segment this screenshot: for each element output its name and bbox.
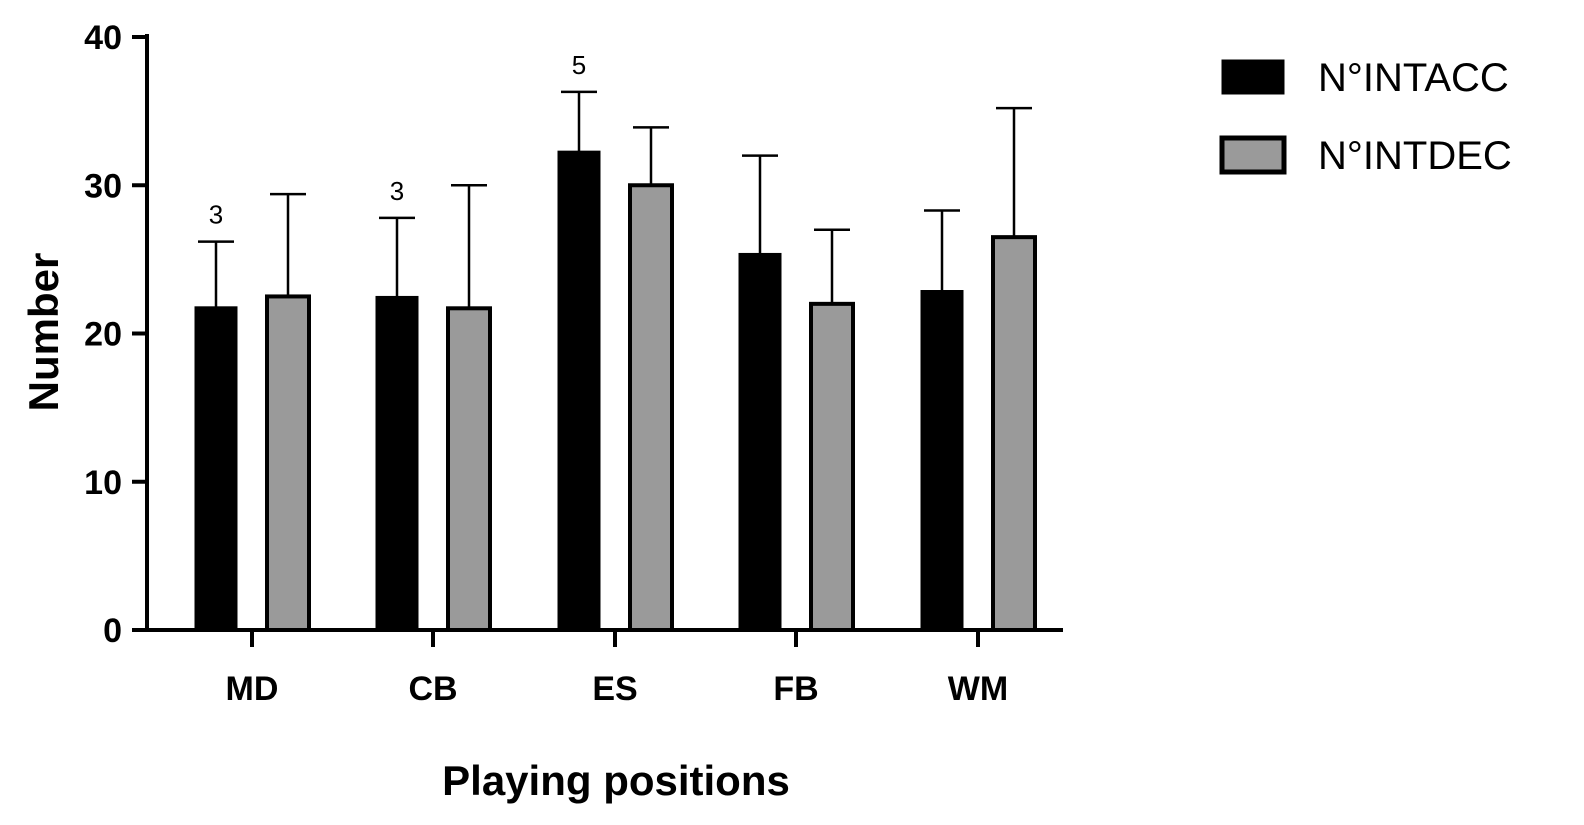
annotation-md: 3 — [209, 200, 223, 230]
bar-md-series-2 — [265, 294, 311, 632]
y-axis-title: Number — [20, 253, 67, 412]
legend-label-series-2: N°INTDEC — [1318, 134, 1512, 178]
x-ticks-layer: MD CB ES FB WM — [226, 630, 1008, 708]
legend-label-series-1: N°INTACC — [1318, 56, 1509, 100]
x-tick-label-es: ES — [592, 670, 637, 708]
bar-es-series-2 — [628, 183, 674, 632]
legend-swatch-series-1 — [1221, 59, 1285, 95]
y-tick-label: 30 — [84, 167, 122, 205]
legend: N°INTACC N°INTDEC — [1219, 56, 1512, 178]
x-tick-label-wm: WM — [948, 670, 1008, 708]
y-tick-label: 20 — [84, 316, 122, 354]
bar-fb-series-1 — [738, 252, 782, 631]
y-ticks-layer: 0 10 20 30 40 — [84, 19, 147, 650]
annotation-es: 5 — [572, 50, 586, 80]
y-tick-label: 40 — [84, 19, 122, 57]
bar-es-series-1 — [557, 150, 601, 631]
error-bars-layer — [198, 90, 1032, 309]
x-tick-label-fb: FB — [773, 670, 818, 708]
y-tick-label: 10 — [84, 464, 122, 502]
x-tick-label-cb: CB — [408, 670, 457, 708]
bar-cb-series-1 — [375, 295, 419, 631]
bars-layer — [194, 150, 1037, 632]
bar-md-series-1 — [194, 306, 238, 631]
legend-swatch-series-2 — [1219, 135, 1287, 175]
y-tick-label: 0 — [103, 612, 122, 650]
annotation-cb: 3 — [390, 176, 404, 206]
bar-cb-series-2 — [446, 306, 492, 632]
x-axis-title: Playing positions — [442, 757, 790, 804]
bar-wm-series-1 — [920, 290, 964, 631]
bar-wm-series-2 — [991, 235, 1037, 632]
bar-fb-series-2 — [809, 301, 855, 632]
x-tick-label-md: MD — [226, 670, 279, 708]
annotations-layer: 3 3 5 — [209, 50, 586, 230]
